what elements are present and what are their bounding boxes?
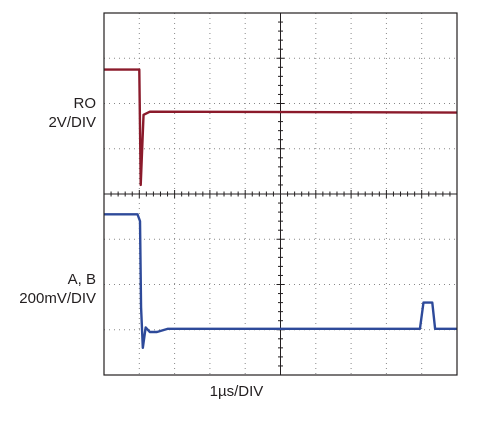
ab-channel-label: A, B 200mV/DIV <box>19 270 96 308</box>
time-scale-label: 1µs/DIV <box>209 383 264 400</box>
ro-channel-label: RO 2V/DIV <box>48 94 96 132</box>
ab-channel-scale: 200mV/DIV <box>19 290 96 307</box>
ab-channel-name: A, B <box>67 271 96 288</box>
ro-channel-name: RO <box>73 95 97 112</box>
scope-frame <box>103 12 458 376</box>
ro-channel-scale: 2V/DIV <box>48 114 96 131</box>
grid <box>103 12 458 376</box>
traces <box>104 68 458 350</box>
ab-trace <box>104 213 457 350</box>
ro-trace <box>104 68 458 187</box>
